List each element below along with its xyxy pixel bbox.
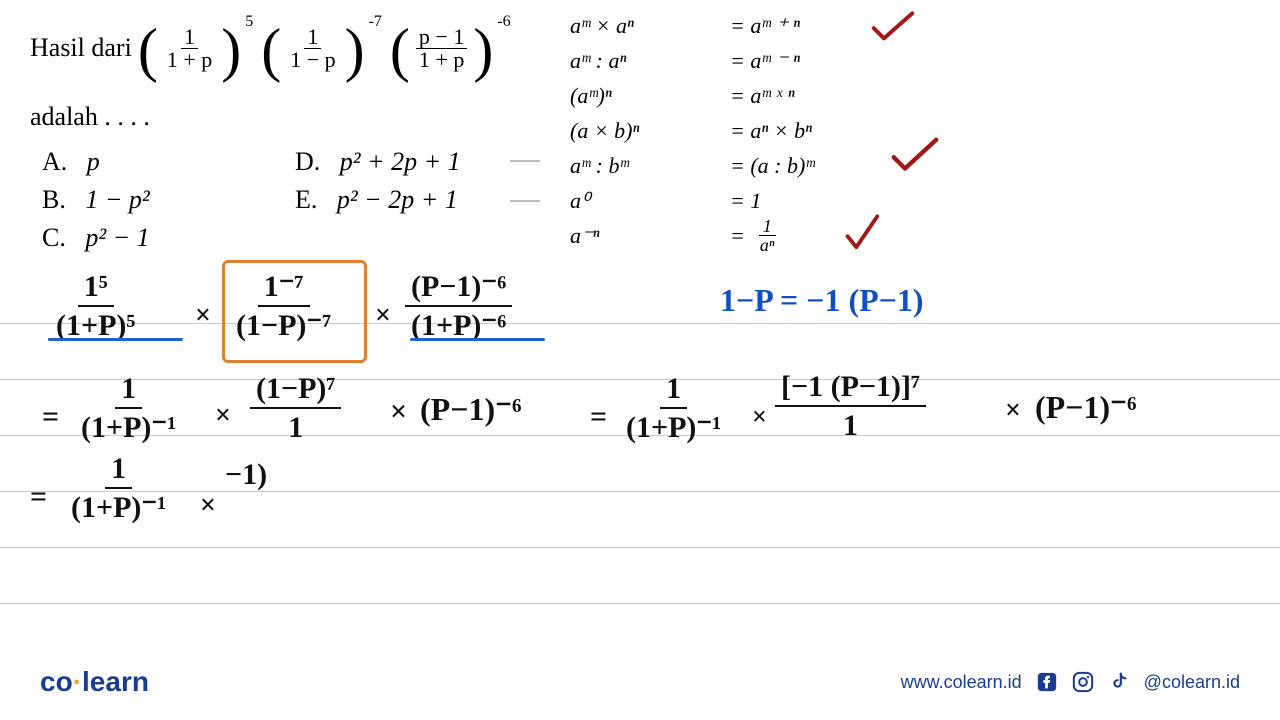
underline-blue	[410, 338, 545, 341]
rule-3-right: = aᵐ ˣ ⁿ	[730, 78, 815, 113]
exp-1: 5	[245, 13, 253, 31]
rule-6-right: = 1	[730, 183, 815, 218]
lparen-2: (	[261, 20, 281, 80]
hw-step2-term1: 1 (1+P)⁻¹	[75, 372, 182, 444]
brand-learn: learn	[82, 666, 149, 697]
hw-step2-term4: 1 (1+P)⁻¹	[620, 372, 727, 444]
checkmark-icon	[842, 210, 886, 258]
frac-3: p − 1 1 + p	[416, 26, 467, 71]
footer-url: www.colearn.id	[901, 672, 1022, 693]
divider-1	[510, 160, 540, 162]
facebook-icon	[1036, 671, 1058, 693]
exponent-rules-left: aᵐ × aⁿ aᵐ : aⁿ (aᵐ)ⁿ (a × b)ⁿ aᵐ : bᵐ a…	[570, 8, 639, 253]
adalah-text: adalah . . . .	[30, 102, 150, 132]
option-c: C. p² − 1	[42, 223, 150, 253]
hw-step2-term2: (1−P)⁷ 1	[250, 372, 341, 444]
hw-times-5: ×	[752, 402, 767, 432]
rule-4-right: = aⁿ × bⁿ	[730, 113, 815, 148]
rparen-1: )	[221, 20, 241, 80]
option-a: A. p	[42, 147, 100, 177]
frac-1: 1 1 + p	[164, 26, 215, 71]
option-e: E. p² − 2p + 1	[295, 185, 458, 215]
hw-times-7: ×	[200, 490, 216, 522]
rule-1-right: = aᵐ ⁺ ⁿ	[730, 8, 815, 43]
underline-blue	[48, 338, 183, 341]
rule-7-right: = 1aⁿ	[730, 218, 815, 253]
divider-2	[510, 200, 540, 202]
checkmark-icon	[890, 135, 940, 177]
rule-5-right: = (a : b)ᵐ	[730, 148, 815, 183]
hw-step3-term2: −1)	[225, 458, 267, 492]
rule-6-left: a⁰	[570, 183, 639, 218]
option-b: B. 1 − p²	[42, 185, 150, 215]
hw-step1-term3: (P−1)⁻⁶ (1+P)⁻⁶	[405, 270, 512, 342]
hw-times-3: ×	[215, 400, 231, 432]
hw-times-4: ×	[390, 395, 407, 429]
footer-handle: @colearn.id	[1144, 672, 1240, 693]
hw-blue-note: 1−P = −1 (P−1)	[720, 282, 924, 319]
hw-eq-3: =	[30, 480, 47, 514]
lparen-3: (	[390, 20, 410, 80]
hw-times-1: ×	[195, 300, 211, 332]
exp-2: -7	[369, 13, 382, 31]
question-stem: Hasil dari ( 1 1 + p )5 ( 1 1 − p )-7 ( …	[30, 18, 513, 78]
checkmark-icon	[870, 10, 916, 44]
exponent-rules-right: = aᵐ ⁺ ⁿ = aᵐ ⁻ ⁿ = aᵐ ˣ ⁿ = aⁿ × bⁿ = (…	[730, 8, 815, 253]
hw-eq-1: =	[42, 400, 59, 434]
frac-2: 1 1 − p	[287, 26, 338, 71]
option-d: D. p² + 2p + 1	[295, 147, 461, 177]
tiktok-icon	[1108, 671, 1130, 693]
hw-times-2: ×	[375, 300, 391, 332]
hw-eq-2: =	[590, 400, 607, 434]
rule-5-left: aᵐ : bᵐ	[570, 148, 639, 183]
hw-step1-term1: 1⁵ (1+P)⁵	[50, 270, 141, 342]
rparen-3: )	[473, 20, 493, 80]
instagram-icon	[1072, 671, 1094, 693]
hw-times-6: ×	[1005, 395, 1021, 427]
orange-highlight-box	[222, 260, 367, 363]
brand-co: co	[40, 666, 73, 697]
hw-step2-term3: (P−1)⁻⁶	[420, 390, 522, 428]
rule-2-right: = aᵐ ⁻ ⁿ	[730, 43, 815, 78]
exp-3: -6	[497, 13, 510, 31]
rule-3-left: (aᵐ)ⁿ	[570, 78, 639, 113]
rule-7-left: a⁻ⁿ	[570, 218, 639, 253]
rule-2-left: aᵐ : aⁿ	[570, 43, 639, 78]
brand-dot-icon: ·	[73, 666, 82, 697]
rparen-2: )	[345, 20, 365, 80]
rule-1-left: aᵐ × aⁿ	[570, 8, 639, 43]
brand-logo: co·learn	[40, 666, 149, 698]
footer: co·learn www.colearn.id @colearn.id	[0, 666, 1280, 698]
stem-prefix: Hasil dari	[30, 33, 132, 63]
lparen-1: (	[138, 20, 158, 80]
hw-step2-term6: (P−1)⁻⁶	[1035, 388, 1137, 426]
hw-step2-term5: [−1 (P−1)]⁷ 1	[775, 370, 926, 442]
footer-right: www.colearn.id @colearn.id	[901, 671, 1240, 693]
hw-step3-term1: 1 (1+P)⁻¹	[65, 452, 172, 524]
rule-4-left: (a × b)ⁿ	[570, 113, 639, 148]
